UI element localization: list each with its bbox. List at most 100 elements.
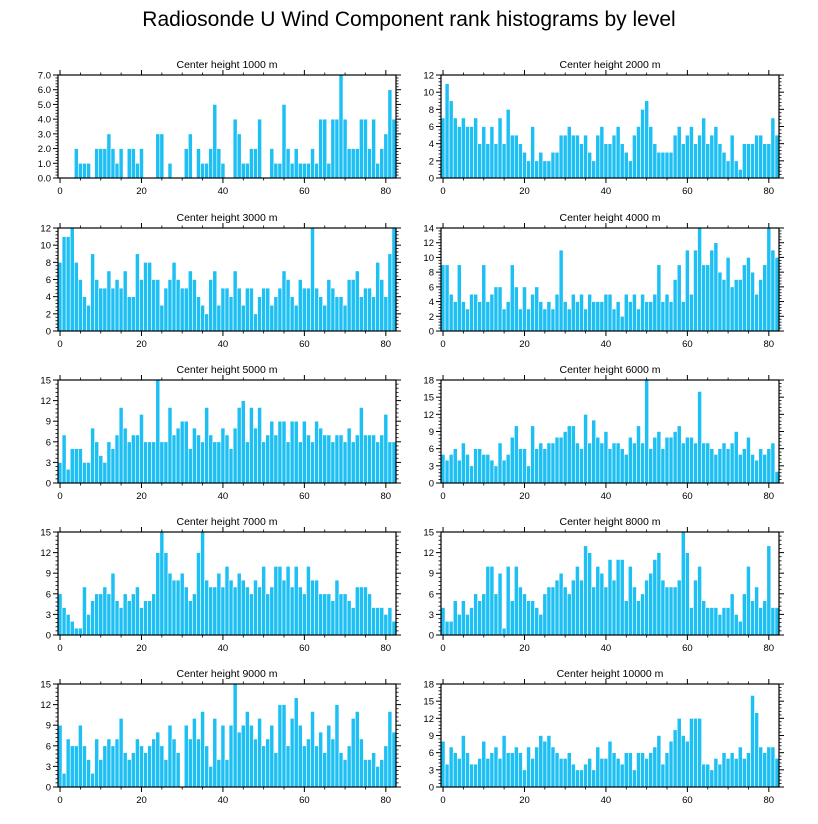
bar — [526, 308, 531, 332]
bar — [750, 600, 755, 636]
bar — [245, 441, 250, 484]
bar — [167, 407, 173, 484]
bar — [591, 769, 597, 788]
bar — [571, 134, 576, 179]
bar — [542, 448, 548, 484]
bar — [473, 763, 478, 788]
x-tick-label: 0 — [57, 795, 62, 806]
bar — [387, 253, 393, 332]
bar — [689, 293, 694, 332]
bar — [530, 126, 535, 179]
bar — [135, 586, 140, 636]
bar — [379, 279, 385, 332]
y-tick-label: 6.0 — [38, 85, 51, 96]
bar — [754, 586, 759, 636]
bar — [200, 441, 205, 484]
bar — [167, 724, 173, 788]
bar — [220, 427, 226, 484]
bar — [330, 600, 336, 636]
bar — [505, 752, 511, 788]
bar — [456, 459, 462, 484]
bar — [192, 427, 197, 484]
bar — [481, 264, 487, 332]
bar — [685, 134, 690, 179]
bar — [265, 287, 271, 332]
bar — [171, 262, 177, 332]
bar — [485, 301, 491, 332]
bar — [139, 279, 144, 332]
bar — [571, 425, 576, 484]
bar — [269, 148, 275, 179]
bar — [461, 442, 466, 484]
bar — [371, 296, 376, 332]
bar — [297, 441, 303, 484]
bar — [375, 262, 381, 332]
x-tick-label: 80 — [764, 795, 775, 806]
bar — [493, 465, 499, 484]
bar — [326, 434, 332, 484]
bar — [664, 293, 670, 332]
bar — [705, 607, 711, 636]
bar — [603, 293, 609, 332]
bar — [481, 593, 487, 636]
panel-title: Center height 2000 m — [560, 59, 661, 71]
bar — [465, 308, 470, 332]
bar — [599, 758, 605, 788]
bar — [106, 441, 112, 484]
y-tick-label: 0 — [46, 783, 51, 794]
bar — [607, 448, 613, 484]
bar — [94, 593, 100, 636]
bar — [94, 148, 100, 179]
x-tick-label: 80 — [764, 339, 775, 350]
bar — [114, 434, 120, 484]
bar — [497, 572, 503, 636]
x-tick-label: 20 — [519, 339, 530, 350]
bar — [285, 441, 291, 484]
bar — [139, 607, 144, 636]
chart-panel-4: Center height 4000 m 0 2 4 6 8 10 12 14 0 20 40 60 80 — [423, 212, 784, 350]
y-tick-label: 12 — [40, 548, 51, 559]
bar — [269, 420, 275, 484]
bar — [648, 752, 654, 788]
bar — [628, 436, 633, 484]
bar — [534, 607, 540, 636]
bar — [151, 441, 157, 484]
y-tick-label: 10 — [423, 253, 434, 264]
bar — [346, 148, 352, 179]
bar — [680, 143, 686, 179]
bar — [330, 287, 336, 332]
bar — [78, 279, 83, 332]
bar — [615, 559, 621, 636]
bar — [550, 586, 556, 636]
bar — [334, 704, 340, 788]
bar — [183, 586, 189, 636]
bar — [204, 162, 209, 179]
bar — [440, 117, 446, 179]
bar — [383, 296, 389, 332]
x-tick-label: 60 — [299, 339, 310, 350]
bar — [82, 162, 87, 179]
bar — [306, 287, 311, 332]
bar — [220, 287, 226, 332]
bar — [562, 301, 568, 332]
x-tick-label: 80 — [381, 795, 392, 806]
bar — [277, 162, 283, 179]
bar — [163, 759, 169, 788]
bar — [98, 759, 104, 788]
bar — [461, 301, 466, 332]
bar — [534, 160, 540, 179]
y-tick-label: 0 — [46, 479, 51, 490]
bar — [257, 407, 262, 484]
bar — [155, 552, 161, 636]
bar — [550, 442, 556, 484]
bar — [57, 462, 63, 484]
bar — [334, 579, 340, 636]
bar — [110, 572, 116, 636]
bar — [216, 304, 222, 332]
bar — [281, 579, 287, 636]
bar — [143, 262, 148, 332]
bar — [444, 83, 450, 179]
bar — [595, 436, 601, 484]
bar — [159, 441, 165, 484]
bar — [183, 724, 189, 788]
